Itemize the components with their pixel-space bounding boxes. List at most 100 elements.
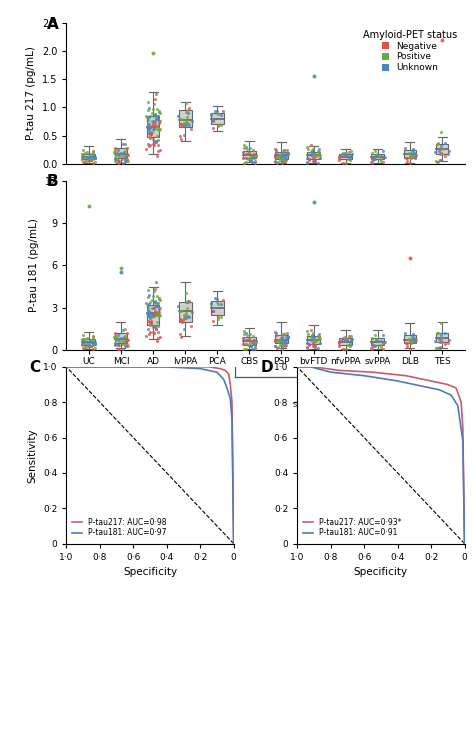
Point — [155, 114, 162, 126]
Point — [91, 342, 99, 354]
Point — [242, 335, 250, 347]
Point — [78, 338, 86, 350]
Point — [185, 296, 193, 308]
Point — [279, 342, 286, 354]
Point — [342, 343, 350, 355]
Point — [151, 109, 158, 121]
Point — [121, 145, 129, 157]
Point — [156, 123, 164, 135]
Point — [434, 137, 441, 149]
Point — [83, 338, 91, 350]
Point — [279, 147, 286, 159]
Point — [438, 332, 446, 344]
Point — [281, 328, 288, 340]
Point — [282, 156, 289, 168]
Point — [155, 320, 162, 332]
Point — [240, 343, 248, 355]
Text: C: C — [29, 359, 41, 374]
Point — [279, 150, 286, 162]
Point — [148, 311, 155, 323]
Point — [411, 152, 419, 164]
Point — [120, 150, 128, 162]
Point — [152, 135, 159, 147]
Point — [250, 148, 257, 160]
Point — [372, 150, 380, 162]
Point — [86, 339, 93, 351]
Point — [154, 123, 162, 135]
Point — [413, 149, 420, 161]
Point — [82, 147, 89, 159]
Point — [309, 155, 317, 167]
Point — [180, 323, 188, 335]
Point — [438, 336, 446, 348]
Point — [303, 156, 311, 168]
Point — [274, 150, 282, 162]
Point — [336, 338, 343, 350]
Point — [277, 335, 284, 347]
Point — [151, 302, 158, 314]
Point — [177, 118, 185, 130]
Point — [433, 327, 441, 339]
Point — [154, 309, 161, 321]
Point — [377, 154, 385, 166]
Point — [91, 156, 99, 168]
Point — [182, 296, 190, 308]
Point — [122, 151, 130, 163]
Point — [316, 148, 323, 160]
Point — [441, 150, 449, 162]
Point — [115, 148, 122, 160]
Point — [187, 320, 195, 332]
Point — [82, 341, 89, 353]
Point — [148, 115, 155, 127]
Point — [243, 144, 251, 156]
Point — [209, 114, 217, 126]
Point — [115, 333, 122, 345]
Point — [434, 156, 441, 168]
Point — [83, 155, 91, 167]
Point — [305, 154, 312, 166]
Point — [368, 338, 375, 350]
Point — [435, 144, 443, 156]
Point — [146, 128, 154, 140]
Point — [276, 334, 283, 346]
Point — [407, 335, 414, 347]
Point — [315, 332, 323, 344]
Point — [240, 156, 248, 168]
Point — [115, 339, 122, 351]
Point — [151, 326, 158, 338]
Point — [341, 149, 349, 161]
Point — [147, 128, 155, 140]
Point — [83, 152, 91, 164]
Point — [402, 337, 410, 349]
Point — [144, 96, 151, 108]
Point — [153, 335, 160, 347]
Point — [153, 297, 160, 309]
Point — [178, 316, 186, 328]
Point — [303, 341, 311, 353]
Point — [177, 305, 184, 317]
Point — [316, 333, 323, 345]
Y-axis label: Sensitivity: Sensitivity — [27, 428, 37, 483]
Point — [282, 340, 289, 352]
Point — [275, 335, 283, 347]
Point — [276, 150, 283, 162]
Point — [116, 155, 123, 167]
Point — [148, 107, 156, 119]
Point — [115, 148, 122, 160]
Point — [407, 150, 414, 162]
Point — [151, 110, 159, 122]
Point — [151, 115, 158, 127]
Point — [213, 107, 221, 119]
Point — [87, 340, 94, 352]
Point — [111, 337, 118, 349]
Point — [372, 153, 379, 165]
Point — [305, 339, 312, 351]
Point — [273, 341, 281, 353]
Point — [274, 156, 282, 168]
Point — [175, 110, 182, 122]
Point — [111, 338, 118, 350]
Point — [242, 326, 249, 338]
Point — [409, 148, 416, 160]
Y-axis label: P-tau 181 (pg/mL): P-tau 181 (pg/mL) — [29, 219, 39, 312]
Point — [89, 329, 96, 341]
